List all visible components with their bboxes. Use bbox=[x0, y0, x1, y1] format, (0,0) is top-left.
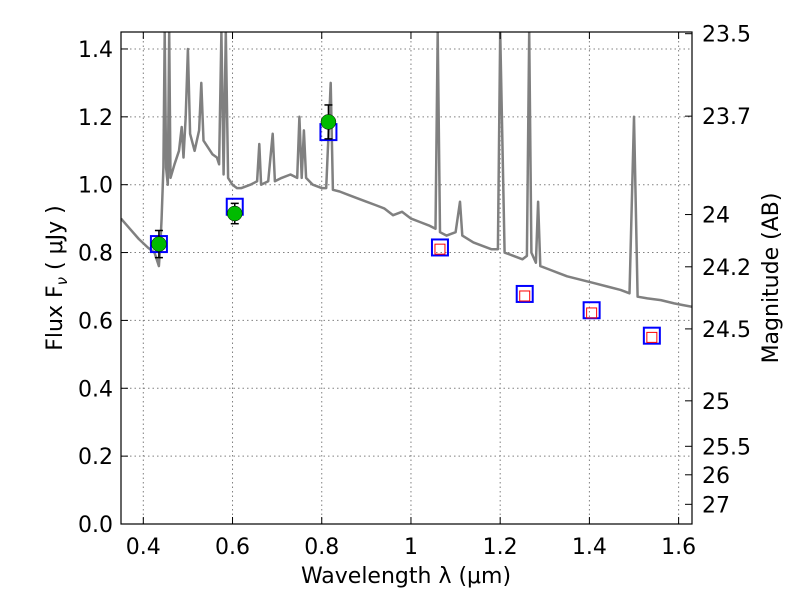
x-axis-title: Wavelength λ (μm) bbox=[301, 564, 511, 589]
y2-tick-label: 25 bbox=[702, 390, 730, 415]
axes-ticks: 0.4 0.6 0.8 1 1.2 1.4 1.6 0.0 0.2 0.4 0.6 0.8 1.0 1.2… bbox=[78, 23, 751, 560]
x-tick-label: 1.2 bbox=[483, 535, 518, 560]
y-axis-title-main: Flux F bbox=[43, 285, 68, 350]
y2-tick-label: 24.5 bbox=[702, 318, 751, 343]
predicted-flux-marker bbox=[586, 307, 598, 319]
y2-tick-label: 24 bbox=[702, 204, 730, 229]
y-tick-label: 1.0 bbox=[78, 174, 113, 199]
x-tick-label: 1.6 bbox=[661, 535, 696, 560]
predicted-flux-marker bbox=[434, 243, 446, 255]
model-photometry-marker bbox=[430, 238, 449, 257]
y-tick-label: 0.8 bbox=[78, 242, 113, 267]
y-tick-label: 0.0 bbox=[78, 513, 113, 538]
y2-tick-label: 23.5 bbox=[702, 23, 751, 48]
grid bbox=[121, 32, 692, 525]
observed-flux-point bbox=[227, 205, 243, 222]
plot-area bbox=[121, 32, 692, 345]
y-axis-title-unit: ( μJy ) bbox=[43, 205, 68, 277]
model-photometry-marker bbox=[515, 284, 534, 303]
y-axis-title: Flux Fν ( μJy ) bbox=[43, 205, 71, 350]
y2-axis-title: Magnitude (AB) bbox=[759, 193, 784, 364]
y-tick-label: 0.4 bbox=[78, 377, 113, 402]
y2-tick-label: 26 bbox=[702, 464, 730, 489]
y-axis-title-subscript: ν bbox=[53, 277, 71, 285]
x-tick-label: 0.4 bbox=[126, 535, 161, 560]
x-tick-label: 1.4 bbox=[572, 535, 607, 560]
model-photometry-marker bbox=[642, 326, 661, 345]
y-tick-label: 1.2 bbox=[78, 106, 113, 131]
y2-tick-label: 23.7 bbox=[702, 105, 751, 130]
x-tick-label: 0.6 bbox=[215, 535, 250, 560]
plot-frame bbox=[120, 31, 693, 525]
x-tick-label: 0.8 bbox=[304, 535, 339, 560]
observed-flux-point bbox=[320, 114, 337, 130]
y2-tick-label: 24.2 bbox=[702, 256, 751, 281]
y2-tick-label: 27 bbox=[702, 493, 730, 518]
spectrum-line bbox=[121, 32, 692, 309]
predicted-flux-marker bbox=[519, 290, 531, 302]
x-tick-label: 1 bbox=[404, 535, 418, 560]
observed-flux-point bbox=[151, 236, 167, 252]
y-tick-label: 1.4 bbox=[78, 38, 113, 63]
y2-tick-label: 25.5 bbox=[702, 435, 751, 460]
y-tick-label: 0.6 bbox=[78, 309, 113, 334]
predicted-flux-marker bbox=[646, 331, 658, 343]
y-tick-label: 0.2 bbox=[78, 445, 113, 470]
